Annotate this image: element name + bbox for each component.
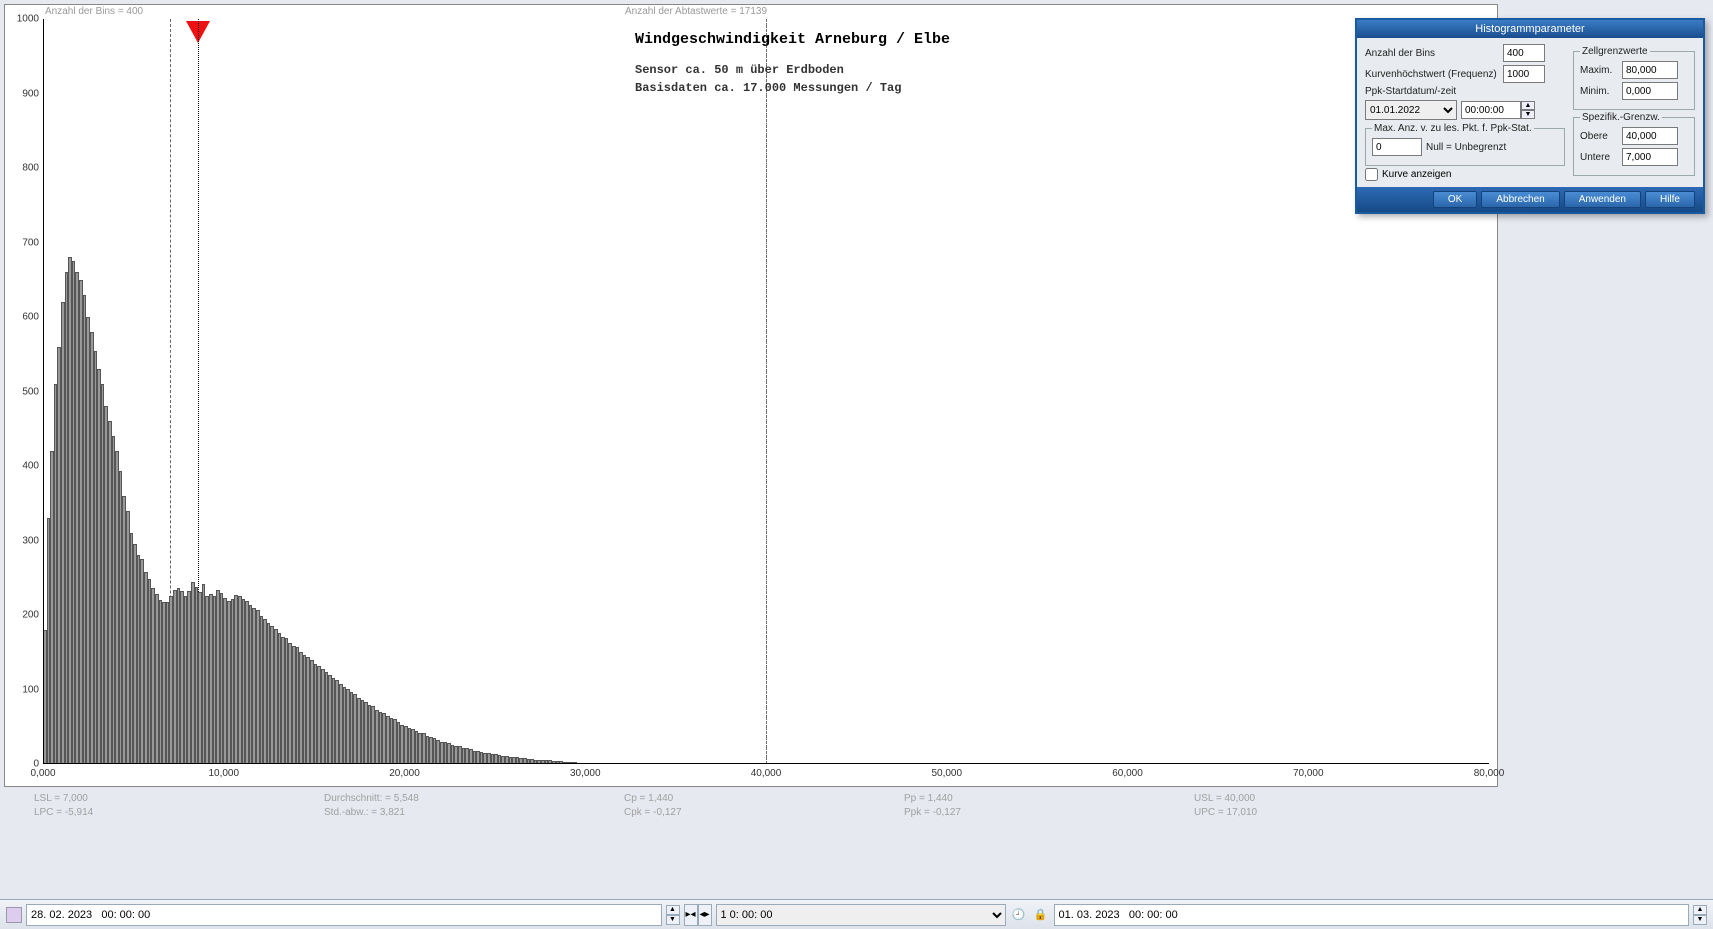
cell-min-label: Minim. [1580,86,1618,97]
start-step-up-icon[interactable]: ▲ [666,905,680,915]
bins-count-label: Anzahl der Bins = 400 [45,6,143,17]
x-tick: 80,000 [1474,768,1505,779]
chart-top-labels: Anzahl der Bins = 400 Anzahl der Abtastw… [5,5,1497,19]
freq-input[interactable] [1503,65,1545,83]
span-select[interactable]: 1 0: 00: 00 [716,904,1006,926]
y-tick: 600 [22,312,39,323]
cell-limits-legend: Zellgrenzwerte [1580,46,1650,57]
bins-input[interactable] [1503,44,1545,62]
dialog-buttons: OK Abbrechen Anwenden Hilfe [1357,187,1703,212]
maxpoints-hint: Null = Unbegrenzt [1426,142,1506,153]
stat-upc: UPC = 17,010 [1194,807,1257,818]
y-tick: 800 [22,163,39,174]
spin-up-icon[interactable]: ▲ [1521,101,1535,110]
show-curve-checkbox[interactable] [1365,168,1378,181]
spec-lower-input[interactable] [1622,148,1678,166]
cell-limits-fieldset: Zellgrenzwerte Maxim. Minim. [1573,46,1695,110]
stat-usl: USL = 40,000 [1194,793,1255,804]
apply-button[interactable]: Anwenden [1564,191,1641,208]
spin-down-icon[interactable]: ▼ [1521,110,1535,119]
spec-upper-input[interactable] [1622,127,1678,145]
dialog-title: Histogrammparameter [1357,20,1703,38]
nav-next-icon[interactable]: ◂▸ [698,904,712,926]
maxpoints-legend: Max. Anz. v. zu les. Pkt. f. Ppk-Stat. [1372,123,1534,134]
ppk-time-input[interactable] [1461,101,1521,119]
ppk-date-select[interactable]: 01.01.2022 [1365,100,1457,120]
chart-panel: Anzahl der Bins = 400 Anzahl der Abtastw… [4,4,1498,787]
show-curve-label: Kurve anzeigen [1382,169,1452,180]
y-tick: 900 [22,88,39,99]
y-tick: 400 [22,461,39,472]
spec-limits-legend: Spezifik.-Grenzw. [1580,112,1662,123]
freq-label: Kurvenhöchstwert (Frequenz) [1365,69,1499,80]
y-tick: 500 [22,386,39,397]
cell-min-input[interactable] [1622,82,1678,100]
maxpoints-input[interactable] [1372,138,1422,156]
x-tick: 30,000 [570,768,601,779]
y-tick: 200 [22,610,39,621]
stat-pp: Pp = 1,440 [904,793,953,804]
nav-arrows: ▸◂ ◂▸ [684,904,712,926]
maxpoints-fieldset: Max. Anz. v. zu les. Pkt. f. Ppk-Stat. N… [1365,123,1565,166]
chart-subtitle-1: Sensor ca. 50 m über Erdboden [635,63,844,77]
time-range-bar: ▲▼ ▸◂ ◂▸ 1 0: 00: 00 🕘 🔒 ▲▼ [0,899,1713,929]
bins-label: Anzahl der Bins [1365,48,1499,59]
ppk-start-label: Ppk-Startdatum/-zeit [1365,86,1456,97]
start-time-input[interactable] [31,909,657,921]
stat-lsl: LSL = 7,000 [34,793,88,804]
x-tick: 20,000 [389,768,420,779]
chart-title: Windgeschwindigkeit Arneburg / Elbe [635,31,950,48]
x-tick: 10,000 [208,768,239,779]
stat-avg: Durchschnitt: = 5,548 [324,793,419,804]
histogram-params-dialog: Histogrammparameter Anzahl der Bins Kurv… [1355,18,1705,214]
help-button[interactable]: Hilfe [1645,191,1695,208]
spec-lower-label: Untere [1580,152,1618,163]
end-step-up-icon[interactable]: ▲ [1693,905,1707,915]
calendar-icon[interactable] [6,907,22,923]
end-time-input[interactable] [1059,909,1685,921]
y-tick: 1000 [17,14,39,25]
start-step-down-icon[interactable]: ▼ [666,915,680,925]
ppk-time-spinner[interactable]: ▲▼ [1461,101,1535,119]
y-tick: 300 [22,535,39,546]
y-tick: 700 [22,237,39,248]
samples-count-label: Anzahl der Abtastwerte = 17139 [625,6,767,17]
stat-lpc: LPC = -5,914 [34,807,93,818]
y-tick: 100 [22,684,39,695]
cell-max-label: Maxim. [1580,65,1618,76]
x-tick: 40,000 [751,768,782,779]
x-tick: 60,000 [1112,768,1143,779]
nav-prev-icon[interactable]: ▸◂ [684,904,698,926]
x-tick: 70,000 [1293,768,1324,779]
chart-subtitle-2: Basisdaten ca. 17.000 Messungen / Tag [635,81,901,95]
clock-icon[interactable]: 🕘 [1010,906,1028,924]
x-tick: 0,000 [30,768,55,779]
cell-max-input[interactable] [1622,61,1678,79]
stat-std: Std.-abw.: = 3,821 [324,807,405,818]
spec-upper-label: Obere [1580,131,1618,142]
stat-ppk: Ppk = -0,127 [904,807,961,818]
histogram-plot[interactable]: 010020030040050060070080090010000,00010,… [43,19,1489,764]
stat-cp: Cp = 1,440 [624,793,673,804]
stat-cpk: Cpk = -0,127 [624,807,682,818]
x-tick: 50,000 [931,768,962,779]
ok-button[interactable]: OK [1433,191,1477,208]
end-step-down-icon[interactable]: ▼ [1693,915,1707,925]
cancel-button[interactable]: Abbrechen [1481,191,1559,208]
stats-band: LSL = 7,000 LPC = -5,914 Durchschnitt: =… [4,791,1498,821]
spec-limits-fieldset: Spezifik.-Grenzw. Obere Untere [1573,112,1695,176]
lock-icon[interactable]: 🔒 [1032,906,1050,924]
